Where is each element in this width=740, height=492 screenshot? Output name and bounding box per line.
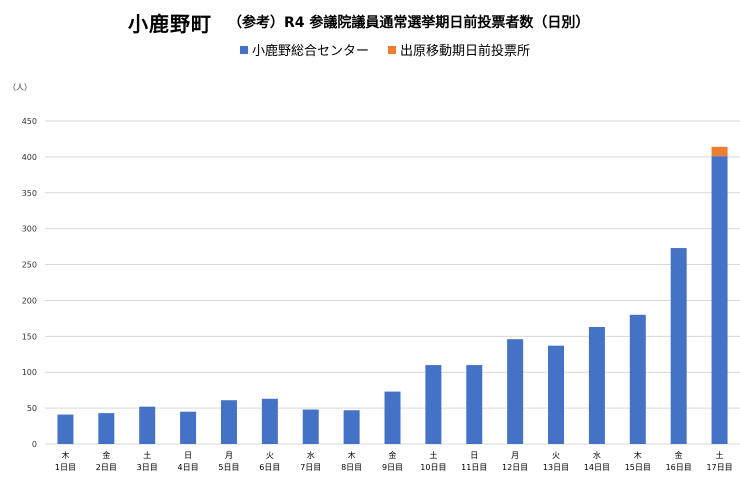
x-tick-weekday: 水: [307, 450, 315, 460]
y-tick-label: 50: [27, 404, 37, 413]
bar-center: [629, 314, 646, 444]
x-tick-day: 15日目: [625, 463, 651, 472]
y-tick-label: 400: [22, 153, 37, 162]
chart-title-sub: （参考）R4 参議院議員通常選挙期日前投票者数（日別）: [228, 15, 590, 31]
bar-center: [466, 365, 483, 444]
x-tick-weekday: 火: [552, 451, 560, 460]
y-tick-label: 0: [32, 440, 37, 449]
bar-center: [588, 327, 605, 444]
x-tick-day: 12日目: [502, 463, 528, 472]
x-tick-day: 16日目: [666, 463, 692, 472]
x-tick-day: 2日目: [96, 463, 117, 472]
x-tick-weekday: 日: [184, 451, 192, 460]
legend-item-center: 小鹿野総合センター: [240, 40, 369, 59]
bar-center: [425, 365, 442, 444]
x-tick-weekday: 日: [470, 451, 478, 460]
legend-swatch-mobile: [388, 46, 396, 54]
x-tick-day: 8日目: [341, 463, 362, 472]
x-tick-day: 5日目: [218, 463, 239, 472]
bar-center: [384, 391, 401, 444]
x-tick-weekday: 金: [675, 450, 683, 460]
chart-title-main: 小鹿野町: [128, 12, 212, 36]
bar-center: [711, 156, 728, 444]
bar-center: [548, 345, 565, 444]
bar-center: [261, 398, 278, 444]
x-tick-weekday: 木: [634, 450, 642, 460]
x-tick-day: 7日目: [300, 463, 321, 472]
bar-center: [343, 410, 360, 444]
y-tick-label: 200: [22, 296, 37, 305]
y-unit-label: （人）: [8, 83, 32, 92]
bar-center: [507, 339, 524, 444]
bar-center: [139, 406, 156, 444]
x-tick-weekday: 水: [593, 450, 601, 460]
y-tick-label: 300: [22, 225, 37, 234]
x-tick-day: 17日目: [706, 463, 732, 472]
x-tick-weekday: 金: [102, 450, 110, 460]
bar-center: [98, 413, 115, 444]
x-tick-day: 6日目: [259, 463, 280, 472]
x-tick-day: 14日目: [584, 463, 610, 472]
bar-mobile: [711, 146, 728, 157]
y-tick-label: 150: [22, 332, 37, 341]
x-tick-day: 3日目: [137, 463, 158, 472]
x-tick-day: 13日目: [543, 463, 569, 472]
y-tick-label: 250: [22, 261, 37, 270]
x-tick-weekday: 月: [225, 451, 233, 460]
x-tick-weekday: 土: [143, 450, 151, 460]
x-tick-weekday: 木: [61, 450, 69, 460]
x-tick-weekday: 土: [429, 450, 437, 460]
bar-center: [220, 400, 237, 444]
y-tick-label: 450: [22, 117, 37, 126]
bar-center: [180, 411, 197, 444]
legend-label-center: 小鹿野総合センター: [252, 44, 370, 59]
bar-center: [57, 414, 74, 444]
bar-center: [302, 409, 319, 444]
y-tick-label: 350: [22, 189, 37, 198]
x-tick-weekday: 月: [511, 451, 519, 460]
x-tick-weekday: 木: [348, 450, 356, 460]
legend-item-mobile: 出原移動期日前投票所: [388, 40, 530, 59]
x-tick-day: 1日目: [55, 463, 76, 472]
x-tick-weekday: 火: [266, 451, 274, 460]
legend-label-mobile: 出原移動期日前投票所: [400, 44, 531, 59]
x-tick-day: 10日目: [420, 463, 446, 472]
y-tick-label: 100: [22, 368, 37, 377]
x-tick-day: 11日目: [461, 463, 487, 472]
x-tick-day: 4日目: [178, 463, 199, 472]
legend-swatch-center: [240, 46, 248, 54]
chart-title: 小鹿野町 （参考）R4 参議院議員通常選挙期日前投票者数（日別）: [0, 8, 740, 38]
x-tick-weekday: 金: [389, 450, 397, 460]
x-tick-day: 9日目: [382, 463, 403, 472]
bar-center: [670, 248, 687, 444]
x-tick-weekday: 土: [716, 450, 724, 460]
